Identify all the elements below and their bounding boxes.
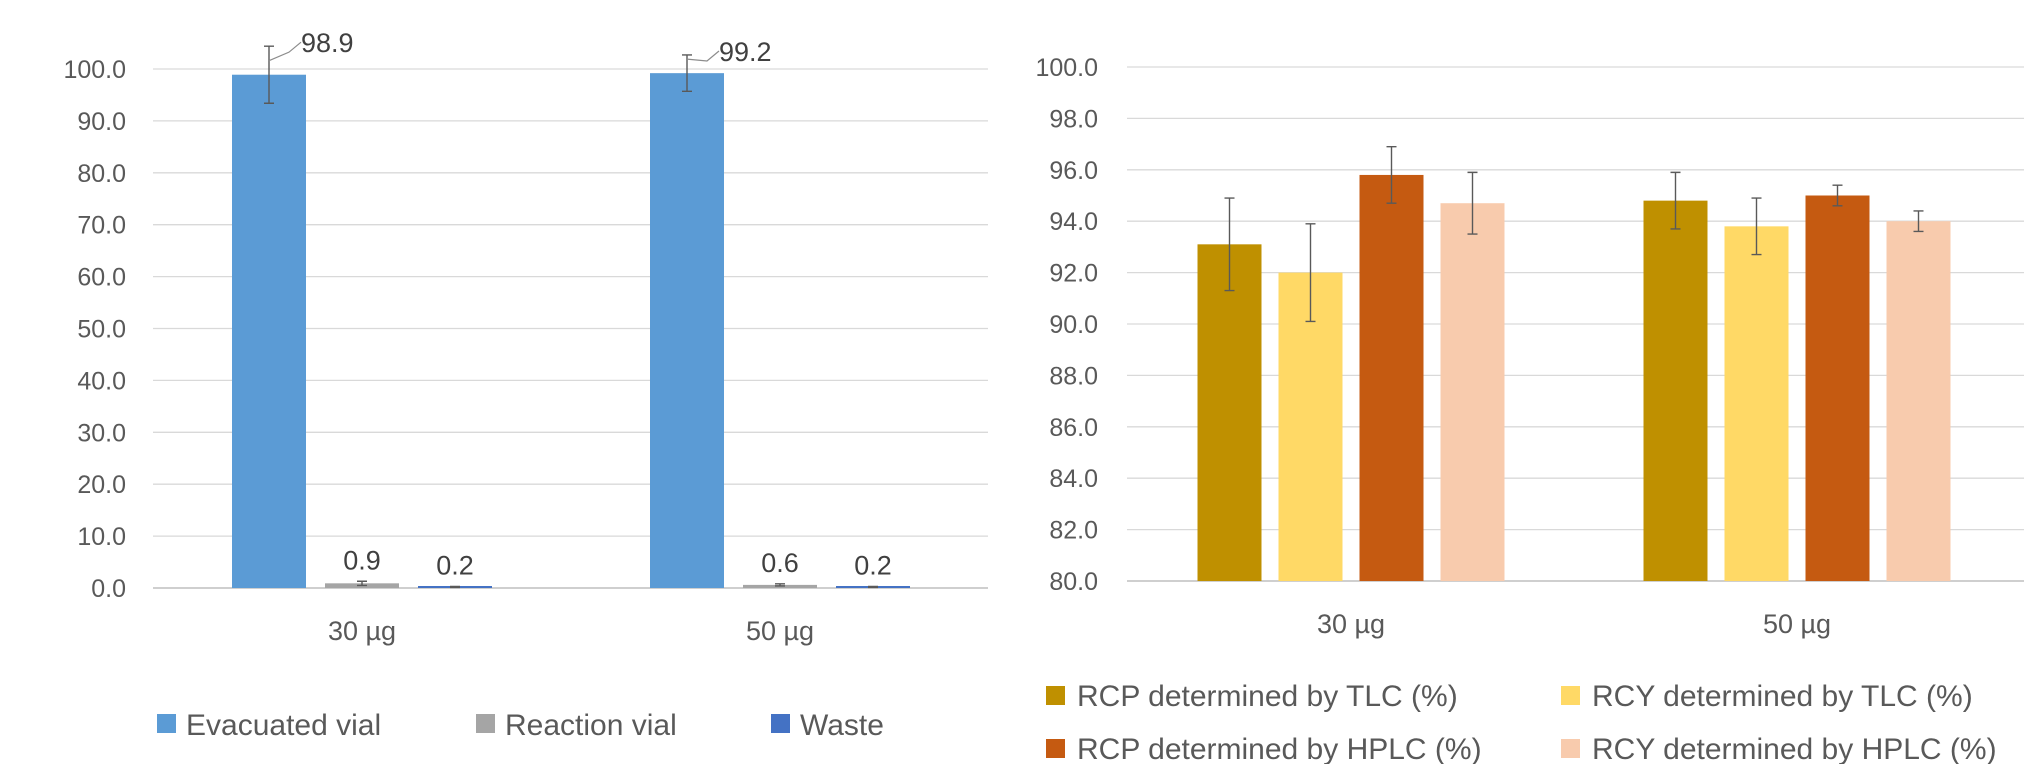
y-tick-label: 50.0 [77, 316, 126, 344]
data-label: 0.2 [854, 550, 892, 580]
legend-label: RCP determined by HPLC (%) [1077, 733, 1482, 764]
y-tick-label: 30.0 [77, 419, 126, 447]
y-tick-label: 70.0 [77, 212, 126, 240]
y-tick-label: 96.0 [1049, 157, 1098, 185]
y-tick-label: 94.0 [1049, 208, 1098, 236]
y-tick-label: 0.0 [91, 575, 126, 603]
data-label: 0.6 [761, 548, 799, 578]
bar [1197, 244, 1262, 581]
y-tick-label: 90.0 [1049, 311, 1098, 339]
y-tick-label: 40.0 [77, 367, 126, 395]
y-tick-label: 10.0 [77, 523, 126, 551]
error-bar [1224, 197, 1235, 292]
legend-swatch [1046, 739, 1065, 758]
legend-swatch [1561, 739, 1580, 758]
legend-label: RCP determined by TLC (%) [1077, 680, 1458, 713]
y-tick-label: 100.0 [63, 56, 126, 84]
data-label-leader [686, 50, 720, 62]
data-label-leader [268, 41, 302, 62]
error-bar [1832, 184, 1843, 207]
y-tick-label: 86.0 [1049, 414, 1098, 442]
y-tick-label: 92.0 [1049, 260, 1098, 288]
legend-swatch [157, 714, 176, 733]
legend-label: RCY determined by TLC (%) [1592, 680, 1973, 713]
y-tick-label: 80.0 [77, 160, 126, 188]
error-bar [775, 583, 785, 587]
bar [1886, 221, 1951, 581]
bar [1359, 174, 1424, 581]
y-tick-label: 80.0 [1049, 568, 1098, 596]
legend-swatch [771, 714, 790, 733]
x-category-label: 50 µg [746, 616, 814, 646]
error-bar [1305, 223, 1316, 323]
legend-label: Evacuated vial [186, 709, 381, 742]
legend-swatch [1046, 686, 1065, 705]
x-category-label: 50 µg [1763, 609, 1831, 639]
y-tick-label: 84.0 [1049, 465, 1098, 493]
error-bar [1913, 210, 1924, 233]
error-bar [1751, 197, 1762, 256]
y-tick-label: 60.0 [77, 264, 126, 292]
legend-swatch [1561, 686, 1580, 705]
bar [1643, 200, 1708, 581]
right-bar-chart: 80.0 82.0 84.0 86.0 88.0 90.0 92.0 94.0 96.0 98.0… [1035, 54, 2024, 764]
data-label: 0.9 [343, 545, 381, 575]
data-label: 99.2 [719, 37, 772, 67]
legend-label: Waste [800, 709, 884, 742]
error-bar [682, 54, 692, 93]
data-label: 0.2 [436, 550, 474, 580]
y-tick-label: 20.0 [77, 471, 126, 499]
x-category-label: 30 µg [1317, 609, 1385, 639]
bar [1278, 272, 1343, 581]
error-bar [1670, 171, 1681, 230]
error-bar [1467, 171, 1478, 235]
y-tick-label: 82.0 [1049, 517, 1098, 545]
error-bar [357, 580, 367, 587]
y-tick-label: 98.0 [1049, 105, 1098, 133]
bar [232, 74, 306, 589]
bar [1724, 226, 1789, 581]
bar [650, 73, 724, 589]
y-tick-label: 100.0 [1035, 54, 1098, 82]
legend-label: Reaction vial [505, 709, 677, 742]
left-bar-chart: 0.0 10.0 20.0 30.0 40.0 50.0 60.0 70.0 80.0 90.0 1… [63, 28, 988, 742]
bar [1805, 195, 1870, 581]
legend-label: RCY determined by HPLC (%) [1592, 733, 1997, 764]
error-bar [264, 45, 274, 104]
bar [1440, 203, 1505, 581]
data-label: 98.9 [301, 28, 354, 58]
error-bar [868, 585, 878, 589]
y-tick-label: 90.0 [77, 108, 126, 136]
error-bar [450, 585, 460, 589]
legend-swatch [476, 714, 495, 733]
y-tick-label: 88.0 [1049, 362, 1098, 390]
x-category-label: 30 µg [328, 616, 396, 646]
error-bar [1386, 145, 1397, 204]
